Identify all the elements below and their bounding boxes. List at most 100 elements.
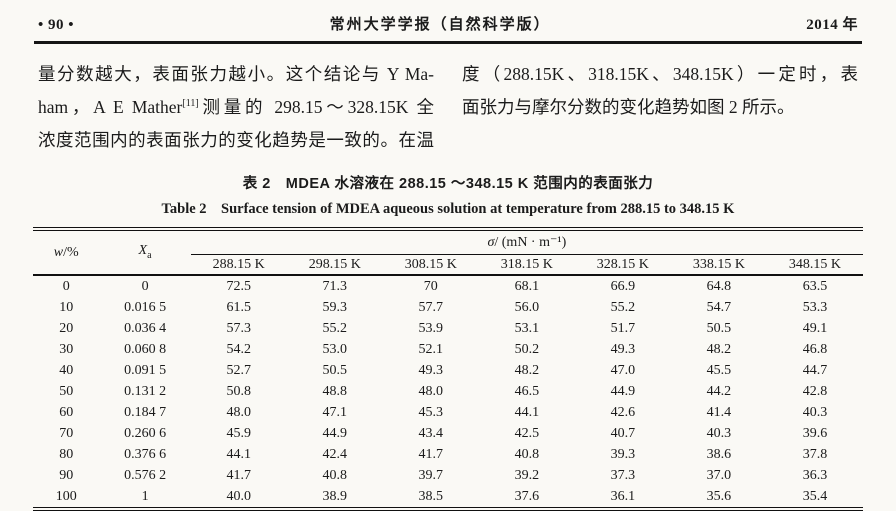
table-cell: 0.131 2	[124, 383, 167, 399]
column-header-w: w/%	[53, 245, 79, 261]
table-cell: 44.9	[322, 425, 348, 441]
journal-page: • 90 • 常州大学学报（自然科学版） 2014 年 量分数越大，表面张力越小…	[33, 17, 863, 511]
table-cell: 40.8	[514, 446, 540, 462]
table-cell: 70	[423, 278, 438, 294]
table-cell: 42.5	[514, 425, 540, 441]
table-cell: 40	[59, 362, 74, 378]
temp-header-cell: 288.15 K	[212, 256, 265, 272]
table-cell: 41.4	[706, 404, 732, 420]
table-cell: 66.9	[610, 278, 636, 294]
table-cell: 45.9	[226, 425, 251, 441]
year-label: 2014 年	[806, 17, 858, 33]
table-cell: 44.1	[226, 446, 251, 462]
table-row: 100 1 40.0 38.9 38.5 37.6 36.1 35.6 35.4	[33, 486, 863, 509]
column-header-sigma: σ/ (mN · m⁻¹)	[190, 229, 863, 255]
table-row: 60 0.184 7 48.0 47.1 45.3 44.1 42.6 41.4 40.3	[33, 402, 863, 423]
table-cell: 48.2	[514, 362, 540, 378]
temp-header-cell: 338.15 K	[692, 256, 745, 272]
table-cell: 53.9	[418, 320, 444, 336]
table-cell: 41.7	[418, 446, 444, 462]
table-cell: 42.8	[802, 383, 828, 399]
table-cell: 0.376 6	[124, 446, 167, 462]
table-cell: 40.3	[802, 404, 828, 420]
table-cell: 40.7	[610, 425, 636, 441]
table-cell: 45.3	[418, 404, 444, 420]
table-cell: 52.1	[418, 341, 444, 357]
table-row: 20 0.036 4 57.3 55.2 53.9 53.1 51.7 50.5 49.1	[33, 318, 863, 339]
temp-header-cell: 308.15 K	[404, 256, 457, 272]
text-segment: 测量的 298.15～328.15K 全	[198, 97, 434, 117]
table-cell: 53.0	[322, 341, 348, 357]
table-cell: 0.036 4	[124, 320, 167, 336]
table-cell: 0.016 5	[124, 299, 167, 315]
table-cell: 37.3	[610, 467, 636, 483]
table-cell: 39.2	[514, 467, 540, 483]
surface-tension-table: w/% Xa σ/ (mN · m⁻¹) 288.15 K 298.15 K 308…	[33, 227, 863, 511]
table-cell: 40.3	[706, 425, 732, 441]
table-cell: 90	[59, 467, 74, 483]
table-cell: 39.3	[610, 446, 636, 462]
table-cell: 100	[55, 488, 77, 504]
table-row: 70 0.260 6 45.9 44.9 43.4 42.5 40.7 40.3 39.6	[33, 423, 863, 444]
table-cell: 35.6	[706, 488, 732, 504]
temp-header-cell: 348.15 K	[788, 256, 842, 272]
table-cell: 55.2	[322, 320, 348, 336]
table-cell: 38.9	[322, 488, 348, 504]
table-cell: 44.9	[610, 383, 636, 399]
text-line: 度（288.15K、318.15K、348.15K）一定时，表	[462, 64, 858, 84]
temperature-header-row: 288.15 K 298.15 K 308.15 K 318.15 K 328.15 K…	[33, 254, 863, 275]
temp-header-cell: 318.15 K	[500, 256, 553, 272]
table-cell: 49.3	[610, 341, 636, 357]
temp-header-cell: 328.15 K	[596, 256, 649, 272]
table-cell: 20	[59, 320, 74, 336]
table-row: 30 0.060 8 54.2 53.0 52.1 50.2 49.3 48.2 46.8	[33, 339, 863, 360]
table-cell: 54.2	[226, 341, 251, 357]
table-cell: 50.5	[322, 362, 348, 378]
journal-title: 常州大学学报（自然科学版）	[329, 17, 551, 33]
table-cell: 64.8	[706, 278, 732, 294]
table-cell: 59.3	[322, 299, 348, 315]
header-rule	[34, 41, 862, 44]
table-cell: 48.0	[226, 404, 251, 420]
table-cell: 61.5	[226, 299, 251, 315]
body-columns: 量分数越大，表面张力越小。这个结论与 Y Ma- ham，A E Mather[…	[38, 58, 858, 157]
table-cell: 0	[62, 278, 70, 294]
table-cell: 30	[59, 341, 74, 357]
table-cell: 60	[59, 404, 74, 420]
table-cell: 72.5	[226, 278, 251, 294]
table-cell: 44.7	[802, 362, 828, 378]
table-cell: 0	[141, 278, 149, 294]
table-cell: 71.3	[322, 278, 348, 294]
table-cell: 0.091 5	[124, 362, 167, 378]
table-cell: 52.7	[226, 362, 251, 378]
table-cell: 55.2	[610, 299, 636, 315]
text-line: 面张力与摩尔分数的变化趋势如图 2 所示。	[462, 97, 795, 117]
table-cell: 41.7	[226, 467, 251, 483]
table-cell: 53.1	[514, 320, 540, 336]
page-number: • 90 •	[38, 17, 75, 33]
table-cell: 47.0	[610, 362, 636, 378]
table-row: 40 0.091 5 52.7 50.5 49.3 48.2 47.0 45.5 44.7	[33, 360, 863, 381]
table-cell: 38.5	[418, 488, 444, 504]
table-row: 50 0.131 2 50.8 48.8 48.0 46.5 44.9 44.2 42.8	[33, 381, 863, 402]
text-line: 量分数越大，表面张力越小。这个结论与 Y Ma-	[38, 64, 434, 84]
table-row: 80 0.376 6 44.1 42.4 41.7 40.8 39.3 38.6 37.8	[33, 444, 863, 465]
table-cell: 47.1	[322, 404, 348, 420]
table-cell: 50.8	[226, 383, 251, 399]
table-cell: 39.7	[418, 467, 444, 483]
table-cell: 36.1	[610, 488, 636, 504]
table-caption-zh: 表 2 MDEA 水溶液在 288.15 ～348.15 K 范围内的表面张力	[242, 176, 654, 192]
table-cell: 63.5	[802, 278, 828, 294]
table-body: 0 0 72.5 71.3 70 68.1 66.9 64.8 63.5 10 0.016 5 61.…	[33, 275, 863, 509]
table-cell: 40.8	[322, 467, 348, 483]
table-cell: 54.7	[706, 299, 732, 315]
table-cell: 45.5	[706, 362, 732, 378]
table-cell: 44.1	[514, 404, 540, 420]
table-cell: 50.5	[706, 320, 732, 336]
table-cell: 40.0	[226, 488, 251, 504]
table-cell: 42.4	[322, 446, 348, 462]
citation-ref: [11]	[182, 98, 199, 110]
table-head: w/% Xa σ/ (mN · m⁻¹) 288.15 K 298.15 K 308…	[33, 229, 863, 275]
table-cell: 1	[141, 488, 149, 504]
table-cell: 46.8	[802, 341, 828, 357]
